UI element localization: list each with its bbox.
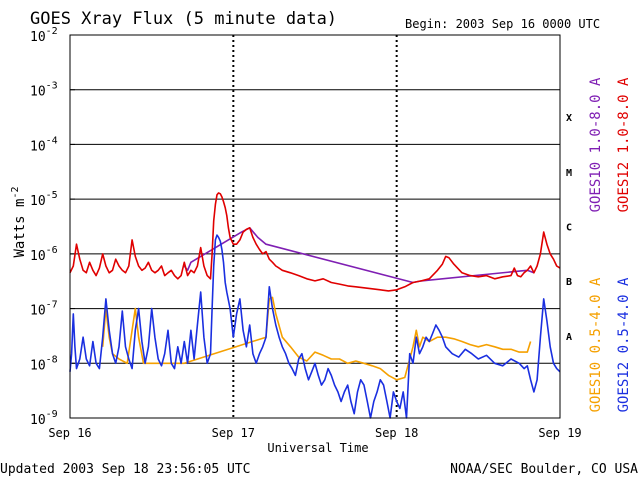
flare-class-labels: X M C B A: [566, 113, 572, 343]
chart-title: GOES Xray Flux (5 minute data): [30, 9, 337, 29]
y-tick-label-7: 10-2: [30, 26, 58, 45]
y-tick-label-2: 10-7: [30, 300, 58, 319]
x-tick-label-0: Sep 16: [48, 426, 91, 440]
y-tick-label-1: 10-8: [30, 354, 58, 373]
y-tick-label-6: 10-3: [30, 81, 58, 100]
series-line-3: [69, 234, 561, 419]
begin-date-label: Begin: 2003 Sep 16 0000 UTC: [405, 17, 600, 31]
legend-entry-1: GOES12 1.0-8.0 A: [616, 77, 632, 212]
flare-class-B: B: [566, 277, 572, 288]
legend-entry-0: GOES10 1.0-8.0 A: [588, 77, 604, 212]
y-tick-label-0: 10-9: [30, 409, 58, 428]
y-axis-label: Watts m-2: [10, 186, 28, 257]
y-tick-label-4: 10-5: [30, 190, 58, 209]
legend-entry-3: GOES12 0.5-4.0 A: [616, 277, 632, 412]
y-tick-label-3: 10-6: [30, 245, 58, 264]
x-tick-label-1: Sep 17: [212, 426, 255, 440]
series-line-1: [69, 192, 561, 292]
flare-class-C: C: [566, 223, 572, 234]
x-tick-label-3: Sep 19: [538, 426, 581, 440]
flare-class-M: M: [566, 168, 572, 179]
plot-frame: [69, 34, 561, 419]
series-lines: [69, 192, 561, 419]
footer-updated: Updated 2003 Sep 18 23:56:05 UTC: [0, 462, 250, 477]
x-tick-label-2: Sep 18: [375, 426, 418, 440]
footer-source: NOAA/SEC Boulder, CO USA: [450, 462, 638, 477]
y-axis-tick-labels: 10-9 10-8 10-7 10-6 10-5 10-4 10-3 10-2: [30, 26, 75, 428]
flare-class-X: X: [566, 113, 572, 124]
legend-entry-2: GOES10 0.5-4.0 A: [588, 277, 604, 412]
series-line-0: [183, 227, 535, 284]
x-axis-label: Universal Time: [267, 441, 368, 455]
flare-class-A: A: [566, 332, 572, 343]
y-tick-label-5: 10-4: [30, 135, 58, 154]
day-divider-lines: [232, 35, 398, 418]
legend: GOES10 1.0-8.0 A GOES12 1.0-8.0 A GOES10 0…: [588, 77, 632, 412]
x-axis-tick-labels: Sep 16 Sep 17 Sep 18 Sep 19: [48, 426, 581, 440]
